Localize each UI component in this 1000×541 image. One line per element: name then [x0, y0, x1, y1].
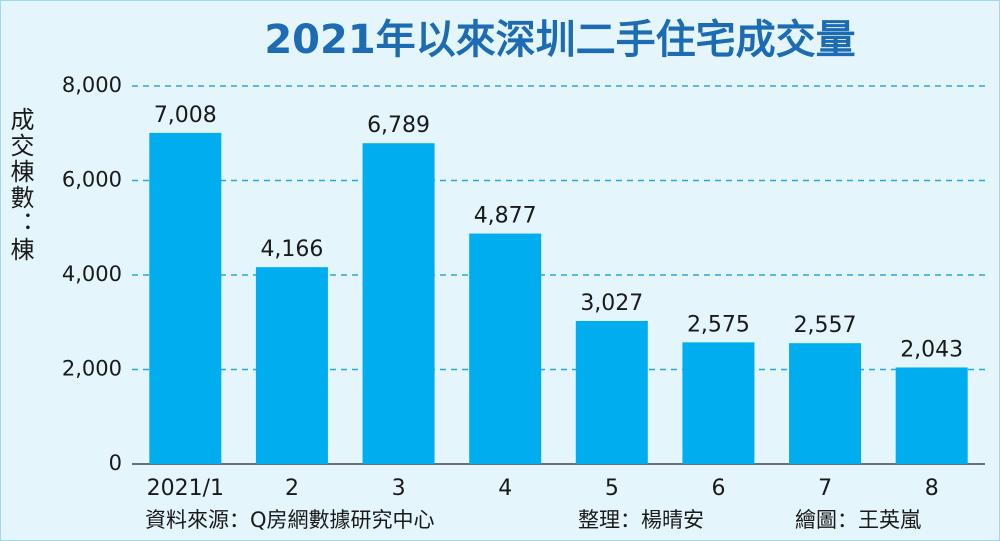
x-tick-label: 6 — [711, 476, 725, 501]
note: 整理：楊晴安 — [578, 508, 704, 532]
note: 繪圖：王英嵐 — [795, 508, 921, 532]
value-label: 3,027 — [580, 291, 643, 316]
value-label: 2,557 — [794, 313, 857, 338]
x-tick-label: 5 — [605, 476, 619, 501]
x-tick-label: 7 — [818, 476, 832, 501]
bar — [682, 342, 755, 464]
value-label: 6,789 — [367, 113, 430, 138]
x-tick-label: 2 — [285, 476, 299, 501]
x-tick-label: 2021/1 — [147, 476, 224, 501]
y-axis-label: 成交棟數：棟 — [6, 107, 34, 263]
y-tick-label: 0 — [109, 451, 122, 475]
bar — [362, 143, 435, 464]
bar — [149, 132, 222, 464]
value-label: 4,166 — [260, 237, 323, 262]
value-label: 2,575 — [687, 312, 750, 337]
note: 資料來源：Q房網數據研究中心 — [145, 508, 435, 532]
bar — [469, 233, 542, 464]
chart-title: 2021年以來深圳二手住宅成交量 — [264, 17, 855, 63]
y-tick-label: 4,000 — [62, 262, 122, 286]
y-tick-label: 8,000 — [62, 73, 122, 97]
value-label: 7,008 — [154, 103, 217, 128]
bar — [789, 343, 862, 464]
bar — [895, 367, 968, 464]
x-tick-label: 8 — [925, 476, 939, 501]
y-tick-label: 6,000 — [62, 168, 122, 192]
x-tick-label: 4 — [498, 476, 512, 501]
value-label: 2,043 — [900, 337, 963, 362]
value-label: 4,877 — [474, 204, 537, 229]
bar — [255, 267, 328, 464]
x-tick-label: 3 — [392, 476, 406, 501]
bar — [575, 320, 648, 464]
y-tick-label: 2,000 — [62, 357, 122, 381]
